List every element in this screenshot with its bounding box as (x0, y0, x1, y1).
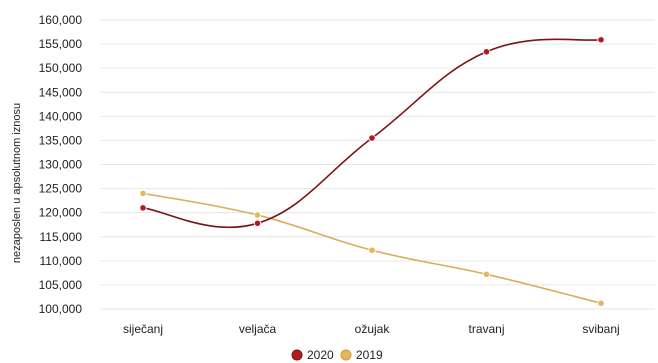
y-tick-label: 115,000 (40, 230, 83, 244)
x-tick-label: siječanj (123, 322, 163, 336)
x-tick-label: ožujak (355, 322, 391, 336)
y-tick-label: 130,000 (39, 158, 83, 172)
data-point-2020[interactable] (253, 219, 262, 227)
y-axis-title: nezaposlen u apsolutnom iznosu (11, 103, 23, 263)
y-tick-label: 125,000 (39, 182, 83, 196)
data-point-2020[interactable] (482, 48, 491, 56)
y-tick-label: 145,000 (39, 85, 83, 99)
x-tick-label: svibanj (582, 322, 619, 336)
data-point-2019[interactable] (139, 189, 147, 197)
data-point-2020[interactable] (597, 36, 605, 44)
data-point-2020[interactable] (139, 204, 147, 212)
y-tick-label: 120,000 (39, 206, 83, 220)
x-axis-ticks: siječanj veljača ožujak travanj svibanj (123, 322, 620, 336)
y-tick-label: 100,000 (39, 302, 83, 316)
legend-label-2019: 2019 (356, 348, 383, 362)
legend-label-2020: 2020 (307, 348, 334, 362)
data-point-2019[interactable] (482, 270, 491, 278)
data-point-2019[interactable] (253, 211, 262, 219)
legend-item-2020[interactable]: 2020 (291, 348, 334, 362)
series-layer (139, 36, 605, 307)
x-tick-label: veljača (239, 322, 277, 336)
data-point-2020[interactable] (368, 134, 376, 142)
y-tick-label: 160,000 (39, 13, 83, 27)
y-tick-label: 140,000 (39, 109, 83, 123)
legend[interactable]: 2020 2019 (291, 348, 383, 362)
y-tick-label: 135,000 (39, 133, 83, 147)
y-tick-label: 110,000 (40, 254, 83, 268)
legend-marker-2020 (291, 349, 303, 361)
series-line-2020 (142, 38, 602, 228)
legend-item-2019[interactable]: 2019 (340, 348, 383, 362)
legend-marker-2019 (340, 349, 352, 361)
y-tick-label: 155,000 (39, 37, 83, 51)
y-tick-label: 105,000 (39, 278, 83, 292)
x-tick-label: travanj (468, 322, 504, 336)
grid-layer (100, 19, 655, 310)
data-point-2019[interactable] (368, 246, 376, 254)
data-point-2019[interactable] (597, 299, 605, 307)
y-axis-ticks: 100,000 105,000 110,000 115,000 120,000 125,0… (39, 13, 83, 316)
y-tick-label: 150,000 (39, 61, 83, 75)
